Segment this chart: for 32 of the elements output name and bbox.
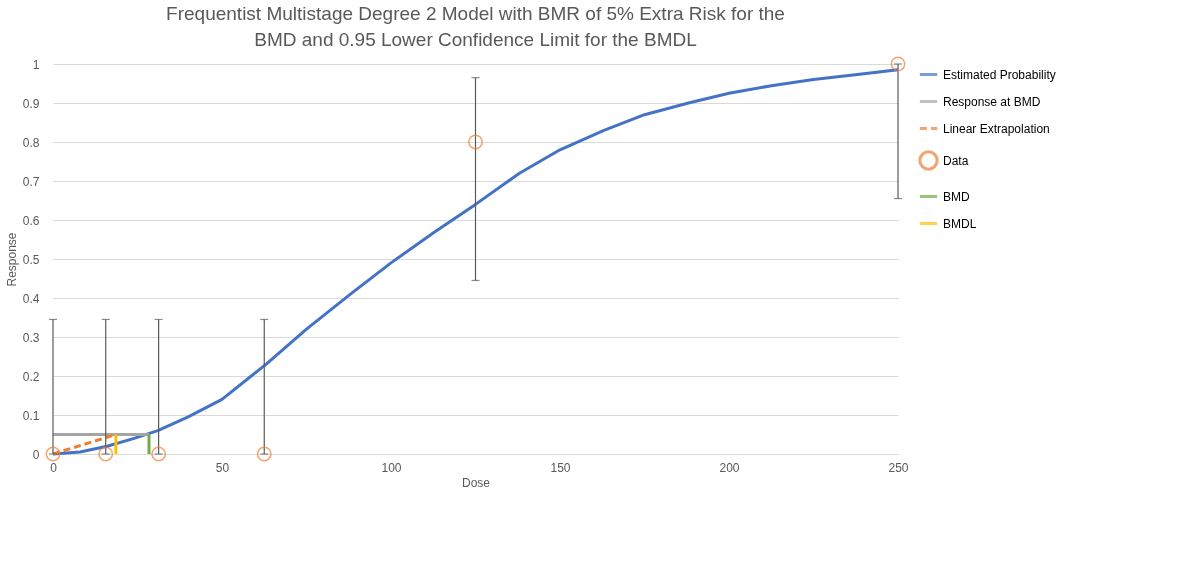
point xyxy=(98,446,114,462)
point xyxy=(890,56,906,72)
y-tick-label: 0.2 xyxy=(22,369,40,384)
legend-label: Data xyxy=(943,153,969,168)
x-tick-label: 250 xyxy=(888,460,909,475)
legend-label: BMDL xyxy=(943,216,977,231)
y-tick-label: 0.9 xyxy=(22,96,40,111)
y-tick-label: 1 xyxy=(32,57,40,72)
point xyxy=(45,446,61,462)
chart-title: Frequentist Multistage Degree 2 Model with BMR of 5% Extra Risk for the BMD and 0.95 Lower Confidence Limit for the BMDL xyxy=(166,3,785,51)
y-tick-label: 0.8 xyxy=(22,135,40,150)
x-tick-label: 200 xyxy=(719,460,740,475)
legend-label: Response at BMD xyxy=(943,94,1041,109)
y-tick-label: 0.7 xyxy=(22,174,40,189)
x-tick-label: 50 xyxy=(215,460,230,475)
y-axis-title: Response xyxy=(4,232,19,287)
legend-label: BMD xyxy=(943,189,970,204)
y-tick-label: 0.5 xyxy=(22,252,40,267)
legend-label: Linear Extrapolation xyxy=(943,121,1050,136)
y-tick-label: 0.1 xyxy=(22,408,40,423)
legend-label: Estimated Probability xyxy=(943,67,1056,82)
y-tick-label: 0.6 xyxy=(22,213,40,228)
x-axis-title: Dose xyxy=(461,475,491,490)
point xyxy=(256,446,272,462)
x-tick-label: 150 xyxy=(550,460,571,475)
y-tick-label: 0.4 xyxy=(22,291,40,306)
x-tick-label: 100 xyxy=(381,460,402,475)
point xyxy=(468,134,483,150)
y-tick-label: 0 xyxy=(32,447,40,462)
point xyxy=(151,446,167,462)
x-tick-label: 0 xyxy=(50,460,58,475)
y-tick-label: 0.3 xyxy=(22,330,40,345)
